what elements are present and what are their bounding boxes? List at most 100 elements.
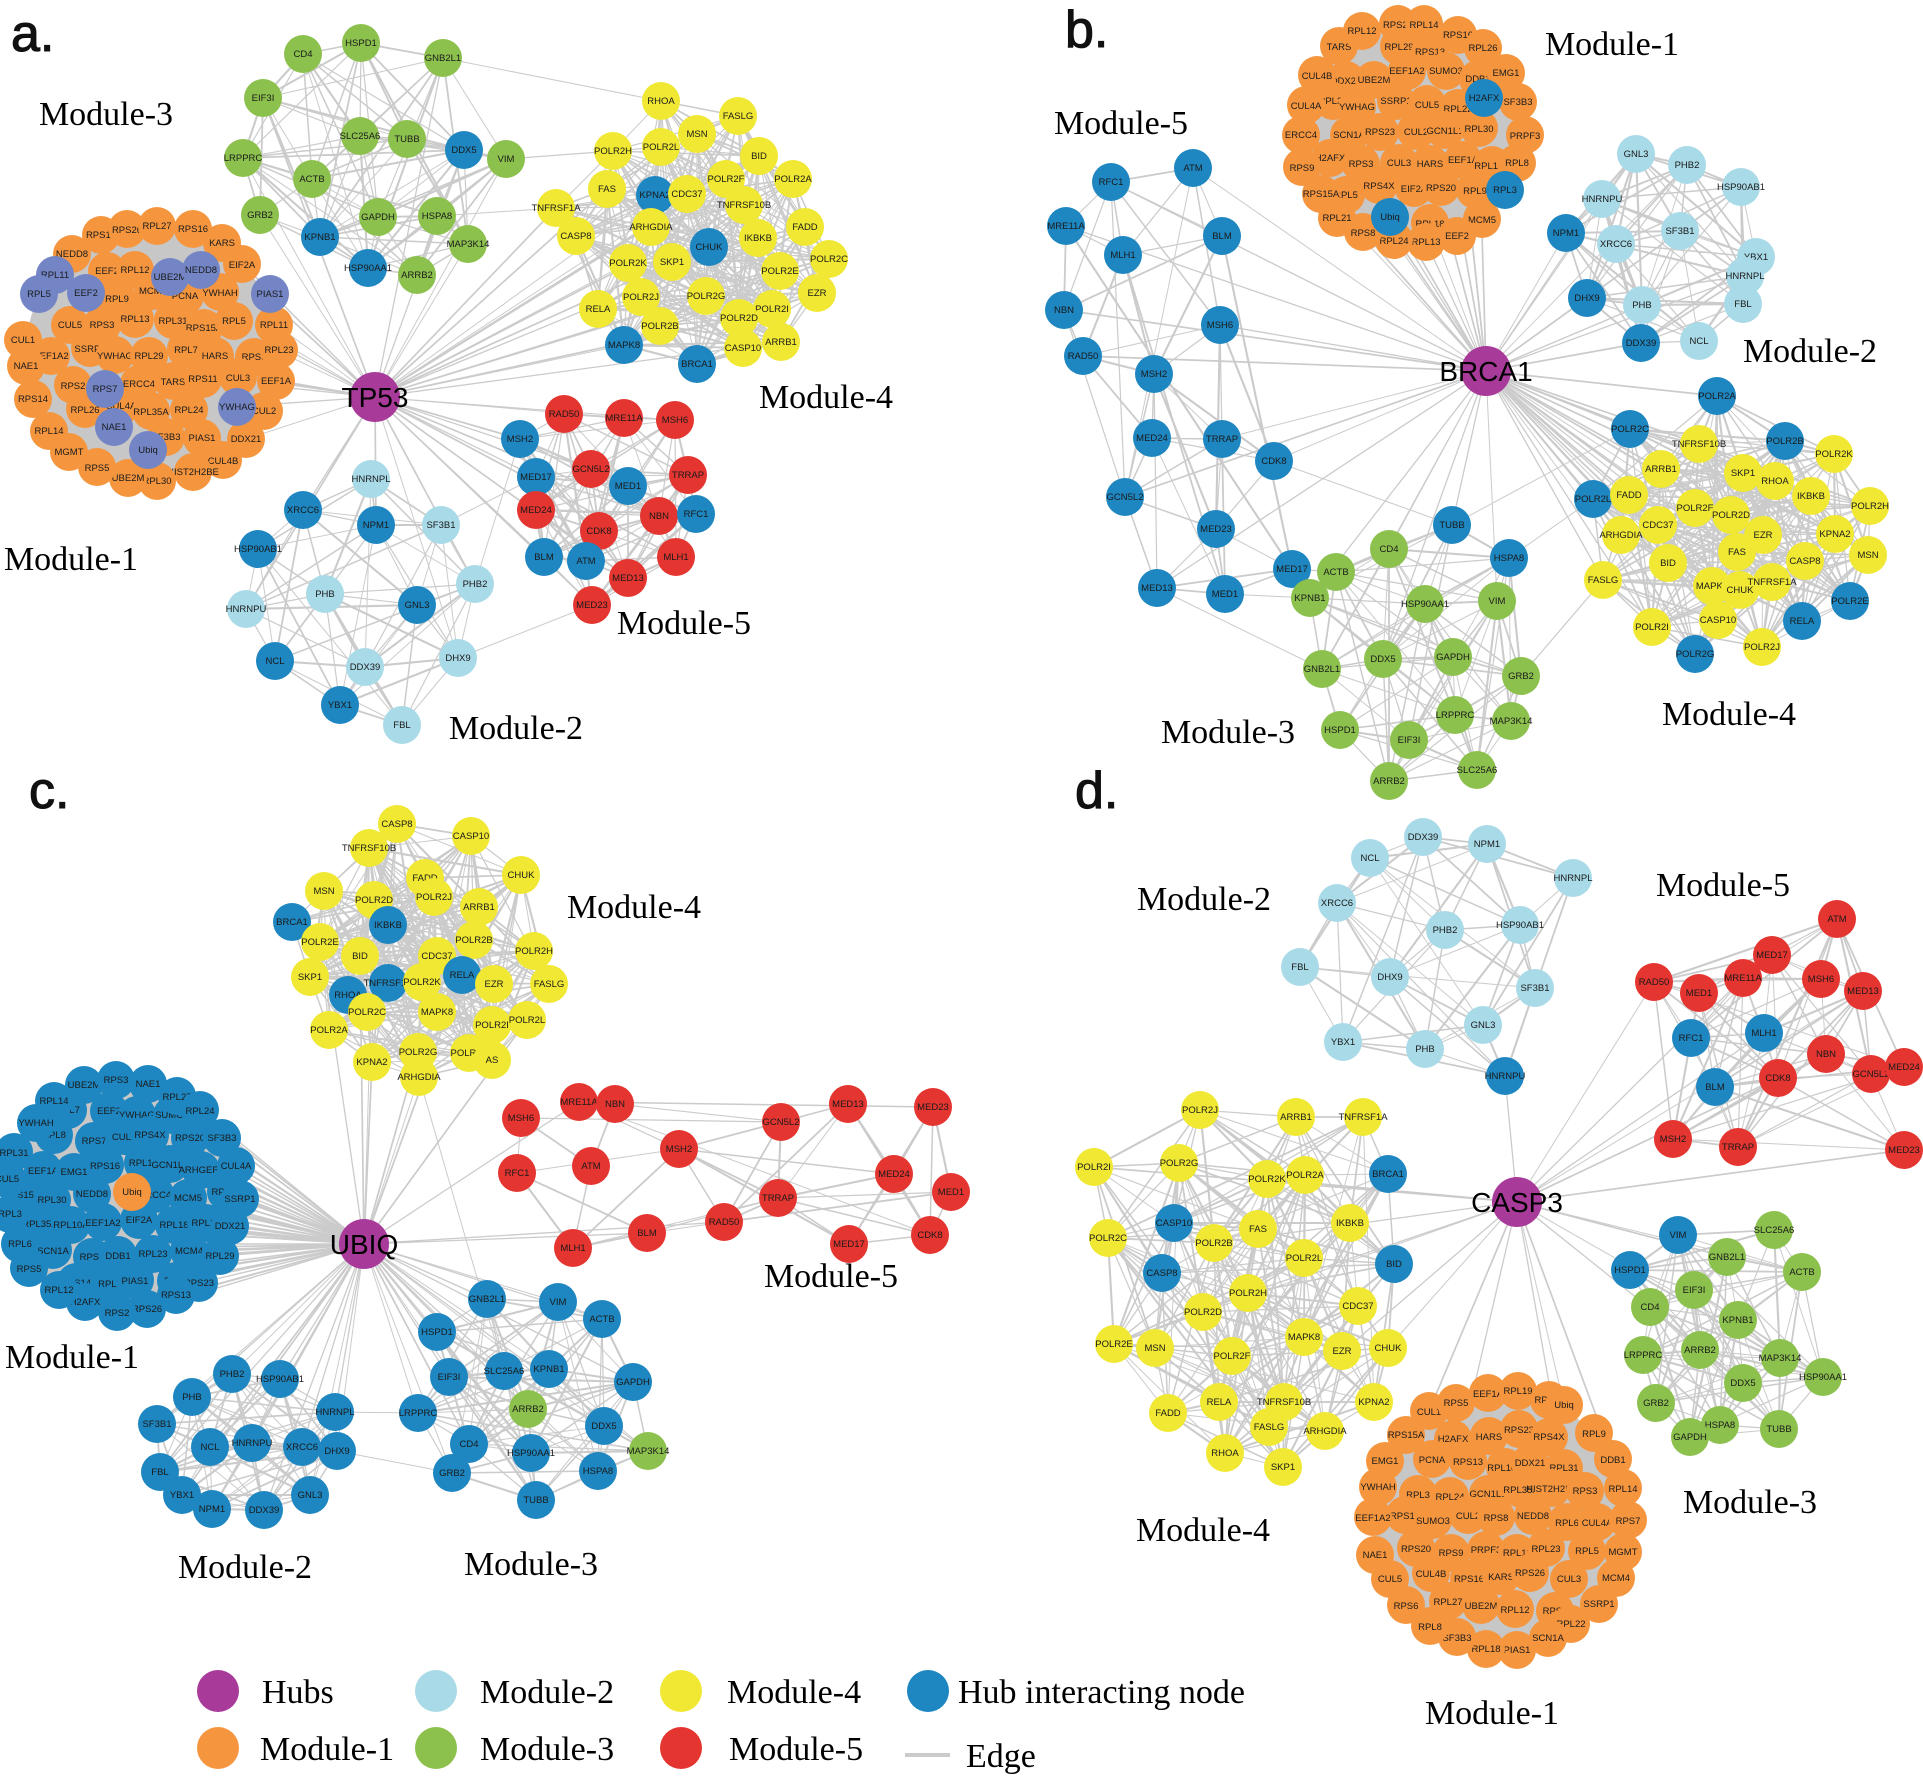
svg-text:GRB2: GRB2 bbox=[1643, 1398, 1669, 1409]
svg-text:KPNB1: KPNB1 bbox=[1722, 1315, 1753, 1326]
svg-text:KARS: KARS bbox=[1488, 1572, 1514, 1583]
svg-text:BRCA1: BRCA1 bbox=[1439, 356, 1532, 387]
svg-text:POLR2G: POLR2G bbox=[1676, 649, 1715, 660]
svg-text:RPS7: RPS7 bbox=[1616, 1516, 1641, 1527]
svg-text:BID: BID bbox=[1660, 558, 1676, 569]
svg-text:CASP3: CASP3 bbox=[1471, 1187, 1563, 1218]
svg-text:POLR2L: POLR2L bbox=[643, 142, 679, 153]
svg-text:POLR2K: POLR2K bbox=[609, 258, 647, 269]
svg-text:Ubiq: Ubiq bbox=[138, 445, 158, 456]
svg-text:EEF1A2: EEF1A2 bbox=[1389, 66, 1424, 77]
svg-text:MSH6: MSH6 bbox=[1207, 320, 1233, 331]
svg-text:RPS13: RPS13 bbox=[161, 1290, 191, 1301]
svg-text:EMG1: EMG1 bbox=[1493, 68, 1520, 79]
svg-text:RPL35A: RPL35A bbox=[22, 1219, 58, 1230]
svg-text:RPL13: RPL13 bbox=[1411, 237, 1440, 248]
svg-text:RPL12: RPL12 bbox=[1500, 1605, 1529, 1616]
svg-text:SLC25A6: SLC25A6 bbox=[484, 1366, 525, 1377]
svg-text:MED24: MED24 bbox=[878, 1169, 910, 1180]
svg-text:HNRNPU: HNRNPU bbox=[1485, 1071, 1526, 1082]
svg-text:PHB: PHB bbox=[182, 1392, 202, 1403]
svg-text:ARRB2: ARRB2 bbox=[1684, 1345, 1716, 1356]
svg-text:Module-2: Module-2 bbox=[1743, 333, 1877, 370]
svg-text:CDC37: CDC37 bbox=[1342, 1301, 1373, 1312]
svg-text:Module-1: Module-1 bbox=[260, 1731, 394, 1768]
svg-text:RPS3: RPS3 bbox=[90, 320, 115, 331]
svg-text:POLR2E: POLR2E bbox=[1095, 1339, 1133, 1350]
svg-text:KPNB1: KPNB1 bbox=[1294, 593, 1325, 604]
svg-text:MED13: MED13 bbox=[612, 573, 644, 584]
svg-text:RPL9: RPL9 bbox=[1582, 1429, 1606, 1440]
svg-text:YWHAG: YWHAG bbox=[97, 351, 133, 362]
svg-text:RPL10A: RPL10A bbox=[1487, 1463, 1523, 1474]
svg-text:EEF2: EEF2 bbox=[1445, 231, 1469, 242]
svg-text:RPS11: RPS11 bbox=[188, 374, 217, 385]
svg-text:RPL8: RPL8 bbox=[42, 1130, 66, 1141]
svg-text:CUL1: CUL1 bbox=[11, 335, 35, 346]
svg-text:FBL: FBL bbox=[1291, 962, 1308, 973]
svg-text:MAP3K14: MAP3K14 bbox=[1490, 716, 1533, 727]
svg-text:RPS23: RPS23 bbox=[1365, 127, 1395, 138]
svg-text:SF3B3: SF3B3 bbox=[1442, 1633, 1471, 1644]
svg-text:CASP8: CASP8 bbox=[381, 819, 412, 830]
svg-text:POLR2J: POLR2J bbox=[1182, 1105, 1218, 1116]
svg-text:MLH1: MLH1 bbox=[1751, 1028, 1776, 1039]
svg-text:CUL5: CUL5 bbox=[0, 1174, 19, 1185]
svg-text:VIM: VIM bbox=[1670, 1230, 1687, 1241]
svg-text:RPL30: RPL30 bbox=[37, 1195, 66, 1206]
svg-text:RPS3: RPS3 bbox=[1349, 159, 1374, 170]
svg-text:MED1: MED1 bbox=[1212, 589, 1238, 600]
svg-text:RPL6: RPL6 bbox=[8, 1239, 32, 1250]
svg-text:HNRNPU: HNRNPU bbox=[232, 1438, 273, 1449]
svg-text:d.: d. bbox=[1075, 762, 1118, 820]
svg-text:RPS4X: RPS4X bbox=[1363, 181, 1395, 192]
svg-text:HSP90AA1: HSP90AA1 bbox=[344, 263, 392, 274]
svg-text:SUMO3: SUMO3 bbox=[1429, 66, 1463, 77]
svg-text:TNFRSF1A: TNFRSF1A bbox=[1338, 1112, 1388, 1123]
svg-text:RPL5: RPL5 bbox=[1334, 190, 1358, 201]
svg-text:CHUK: CHUK bbox=[1727, 585, 1755, 596]
svg-text:RPL13: RPL13 bbox=[120, 314, 149, 325]
svg-text:HSPA8: HSPA8 bbox=[1494, 553, 1524, 564]
svg-text:ARHGEF4: ARHGEF4 bbox=[179, 1165, 224, 1176]
svg-text:MAP3K14: MAP3K14 bbox=[447, 239, 490, 250]
svg-text:RPL23: RPL23 bbox=[264, 345, 293, 356]
svg-text:NPM1: NPM1 bbox=[363, 520, 389, 531]
svg-text:POLR2I: POLR2I bbox=[1635, 622, 1669, 633]
svg-text:MAPK8: MAPK8 bbox=[421, 1007, 453, 1018]
svg-text:LRPPRC: LRPPRC bbox=[1436, 710, 1475, 721]
svg-text:a.: a. bbox=[11, 5, 54, 63]
svg-text:RPL18: RPL18 bbox=[159, 1220, 188, 1231]
svg-text:RPL11: RPL11 bbox=[41, 270, 69, 281]
svg-text:RPS15A: RPS15A bbox=[1388, 1430, 1425, 1441]
svg-text:FASLG: FASLG bbox=[1254, 1422, 1285, 1433]
svg-text:POLR2H: POLR2H bbox=[1229, 1288, 1267, 1299]
svg-text:RPS26: RPS26 bbox=[112, 225, 142, 236]
svg-text:HSPD1: HSPD1 bbox=[345, 38, 377, 49]
svg-text:Module-3: Module-3 bbox=[1683, 1484, 1817, 1521]
svg-text:RPS14: RPS14 bbox=[1390, 1511, 1420, 1522]
svg-text:HSP90AB1: HSP90AB1 bbox=[1717, 182, 1765, 193]
svg-text:EZR: EZR bbox=[485, 979, 504, 990]
svg-text:MED24: MED24 bbox=[520, 505, 552, 516]
svg-text:MCM5: MCM5 bbox=[139, 286, 167, 297]
svg-text:NEDD8: NEDD8 bbox=[1517, 1511, 1549, 1522]
svg-text:FASLG: FASLG bbox=[723, 111, 754, 122]
svg-text:RPS23: RPS23 bbox=[184, 1278, 214, 1289]
svg-text:EIF3I: EIF3I bbox=[252, 93, 275, 104]
svg-text:HNRNPL: HNRNPL bbox=[351, 474, 390, 485]
svg-text:H2AFX: H2AFX bbox=[1315, 153, 1346, 164]
svg-text:PHB2: PHB2 bbox=[463, 579, 488, 590]
svg-text:TNFRSF1A: TNFRSF1A bbox=[363, 978, 413, 989]
svg-text:TUBB: TUBB bbox=[1766, 1424, 1791, 1435]
svg-text:MED23: MED23 bbox=[1888, 1145, 1920, 1156]
svg-text:RPL3: RPL3 bbox=[0, 1209, 22, 1220]
svg-text:XRCC6: XRCC6 bbox=[287, 505, 319, 516]
svg-text:POLR2J: POLR2J bbox=[416, 892, 452, 903]
svg-text:RAD50: RAD50 bbox=[1068, 351, 1099, 362]
svg-text:EIF2A: EIF2A bbox=[229, 260, 256, 271]
svg-text:RAD50: RAD50 bbox=[709, 1217, 740, 1228]
svg-text:Module-1: Module-1 bbox=[1425, 1695, 1559, 1732]
svg-text:RPL31: RPL31 bbox=[1549, 1463, 1578, 1474]
svg-text:DDX39: DDX39 bbox=[249, 1505, 280, 1516]
